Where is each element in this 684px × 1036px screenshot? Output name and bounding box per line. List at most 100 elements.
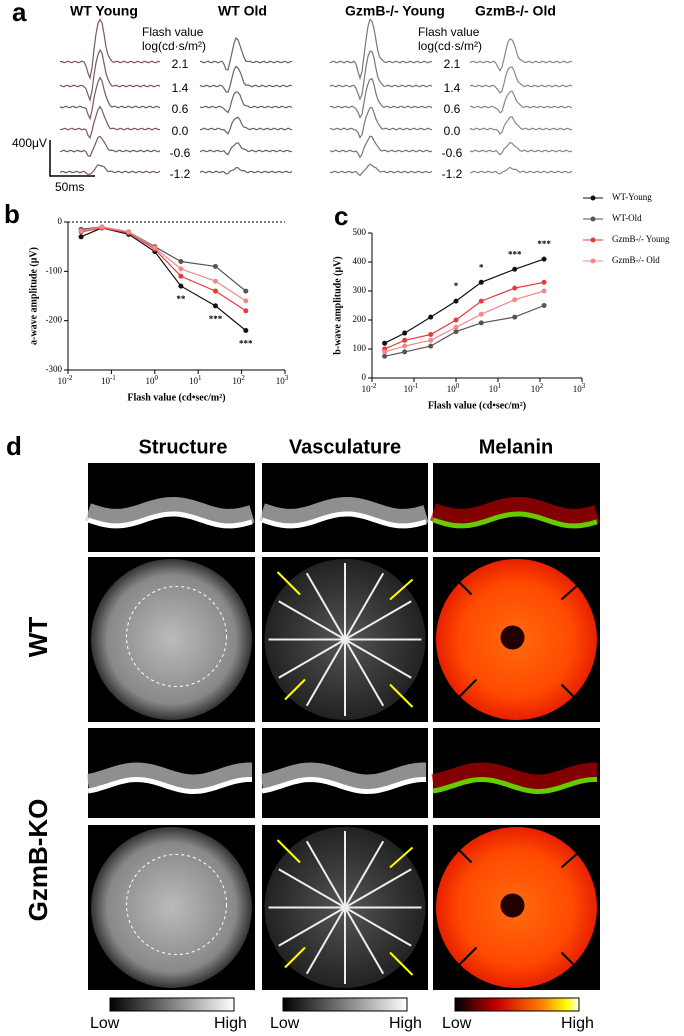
data-point	[402, 337, 408, 343]
vessel	[344, 907, 385, 975]
arrow	[284, 678, 306, 701]
data-point	[478, 320, 484, 326]
arrow	[560, 578, 585, 601]
data-point	[243, 328, 249, 334]
scale-bar	[49, 140, 95, 177]
data-point	[453, 324, 459, 330]
x-tick-power: 1	[498, 382, 502, 390]
x-tick-label: 10-2	[362, 382, 377, 394]
erg-trace	[199, 91, 293, 114]
erg-trace	[199, 167, 293, 175]
erg-trace	[329, 163, 433, 177]
x-axis-title: Flash value (cd•sec/m²)	[428, 400, 526, 411]
data-point	[382, 340, 388, 346]
data-point	[243, 288, 249, 294]
x-tick-power: -1	[110, 374, 116, 382]
erg-trace	[199, 141, 293, 156]
column-header: Structure	[139, 436, 228, 458]
vessel	[344, 840, 385, 908]
data-point	[178, 283, 184, 289]
erg-trace	[469, 38, 573, 72]
colorbar	[454, 997, 580, 1012]
arrow	[284, 946, 306, 969]
data-point	[178, 266, 184, 272]
erg-trace	[59, 76, 161, 121]
row-label: GzmB-KO	[23, 799, 53, 922]
optic-disc	[500, 625, 525, 650]
flash-value: 0.0	[172, 124, 189, 138]
flash-value: 2.1	[444, 57, 461, 71]
legend-marker	[590, 195, 596, 201]
x-tick-power: 2	[540, 382, 544, 390]
colorbar-high: High	[561, 1015, 594, 1032]
arrow	[560, 683, 585, 708]
colorbar-low: Low	[270, 1015, 300, 1032]
macula-ring	[126, 586, 227, 687]
vessel	[278, 600, 346, 641]
panel-label: d	[6, 431, 22, 461]
data-point	[382, 353, 388, 359]
oct-layer	[430, 497, 600, 527]
scale-time: 50ms	[55, 180, 84, 194]
x-tick-label: 10-1	[404, 382, 419, 394]
x-tick-label: 100	[447, 382, 460, 394]
data-point	[512, 266, 518, 272]
colorbars: Low High Low High Low High	[90, 997, 594, 1032]
significance: ***	[537, 239, 551, 249]
flash-value: 0.0	[444, 124, 461, 138]
x-tick-label: 10-2	[58, 374, 73, 386]
data-point	[382, 349, 388, 355]
flash-title: Flash value	[142, 25, 204, 39]
data-point	[453, 329, 459, 335]
x-tick-label: 101	[189, 374, 202, 386]
data-point	[178, 273, 184, 279]
erg-trace	[59, 105, 160, 140]
vessel	[278, 638, 346, 679]
erg-trace	[199, 36, 293, 71]
significance: ***	[209, 314, 223, 324]
erg-trace	[329, 18, 433, 81]
flash-value: 1.4	[172, 81, 189, 95]
legend-marker	[590, 216, 596, 222]
vessel	[305, 840, 346, 908]
x-tick-power: 0	[456, 382, 460, 390]
condition-title: GzmB-/- Old	[475, 3, 556, 19]
significance: *	[454, 281, 459, 291]
colorbar	[282, 997, 408, 1012]
y-tick-label: 500	[353, 227, 367, 237]
erg-trace	[329, 50, 433, 101]
colorbar-low: Low	[442, 1015, 472, 1032]
data-point	[478, 279, 484, 285]
oct-layer	[87, 776, 252, 795]
erg-trace	[199, 65, 293, 94]
vessel	[344, 638, 412, 679]
enface-image	[91, 559, 252, 720]
oct-layer	[260, 762, 426, 793]
series-line	[384, 281, 545, 350]
panel-label: b	[4, 199, 20, 229]
x-tick-power: -2	[67, 374, 73, 382]
x-tick-label: 103	[573, 382, 586, 394]
data-point	[402, 330, 408, 336]
arrow	[389, 578, 414, 601]
data-point	[212, 288, 218, 294]
y-tick-label: 0	[362, 372, 367, 382]
data-point	[243, 298, 249, 304]
arrow	[389, 951, 414, 976]
y-tick-label: 100	[353, 343, 367, 353]
x-tick-power: -2	[371, 382, 377, 390]
data-point	[212, 278, 218, 284]
vessel	[344, 868, 412, 909]
row-label: WT	[23, 617, 53, 658]
arrow	[448, 571, 473, 596]
flash-value: -1.2	[170, 167, 191, 181]
data-point	[402, 343, 408, 349]
vessel	[344, 600, 412, 641]
flash-value: 0.6	[444, 102, 461, 116]
y-tick-label: -200	[46, 315, 63, 325]
significance: ***	[239, 339, 253, 349]
series-line	[384, 290, 545, 353]
enface-image	[91, 827, 252, 988]
erg-trace	[470, 166, 573, 175]
